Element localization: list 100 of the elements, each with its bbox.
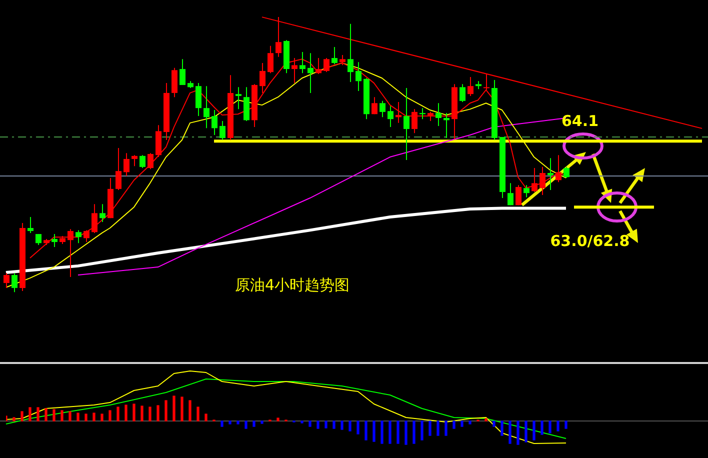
bar <box>300 420 304 424</box>
candlestick <box>268 45 274 74</box>
bar <box>364 420 368 440</box>
bar <box>236 420 240 424</box>
candlestick <box>212 110 218 136</box>
bar <box>244 420 248 429</box>
candlestick <box>468 76 474 96</box>
candlestick <box>300 51 306 74</box>
candlestick <box>348 23 354 82</box>
candlestick <box>380 100 386 118</box>
candlestick <box>220 120 226 140</box>
bar <box>548 420 552 434</box>
candlestick <box>564 166 570 178</box>
bar <box>492 420 496 427</box>
candlestick <box>420 108 426 120</box>
bar <box>324 420 328 428</box>
bar <box>380 420 384 444</box>
candlestick <box>140 154 146 169</box>
bar <box>44 408 48 422</box>
candlestick <box>412 108 418 134</box>
candlestick <box>372 96 378 115</box>
candlestick <box>156 124 162 158</box>
candlestick <box>260 62 266 94</box>
bar <box>436 420 440 436</box>
candlestick <box>548 158 554 191</box>
candlestick <box>180 58 186 86</box>
bar <box>404 420 408 445</box>
bar <box>116 406 120 422</box>
bar <box>172 396 176 422</box>
candlestick <box>4 272 10 288</box>
bar <box>228 420 232 424</box>
bar <box>532 420 536 440</box>
bar <box>484 418 488 422</box>
bar <box>372 420 376 442</box>
candlestick <box>556 154 562 183</box>
candlestick <box>196 82 202 117</box>
bar <box>84 414 88 422</box>
bar <box>204 414 208 422</box>
bar <box>28 407 32 422</box>
bar <box>508 420 512 444</box>
candlestick <box>84 230 90 243</box>
bar <box>396 420 400 444</box>
candlestick <box>100 204 106 222</box>
bar <box>276 418 280 422</box>
bar <box>468 420 472 424</box>
candlestick <box>460 84 466 103</box>
bar <box>108 410 112 422</box>
candlestick <box>124 152 130 177</box>
bar <box>316 420 320 429</box>
candlestick <box>172 67 178 98</box>
candlestick <box>12 272 18 293</box>
bar <box>452 420 456 429</box>
bar <box>388 420 392 444</box>
bar <box>460 420 464 427</box>
bar <box>332 420 336 429</box>
bar <box>252 420 256 427</box>
bar <box>428 420 432 436</box>
bar <box>420 420 424 440</box>
bar <box>164 400 168 422</box>
series-label: 63.0/62.8 <box>550 232 630 250</box>
bar <box>564 420 568 429</box>
candlestick <box>444 112 450 139</box>
bar <box>556 420 560 432</box>
text: 原油4小时趋势图 <box>235 276 350 295</box>
candlestick <box>92 204 98 234</box>
candlestick <box>116 147 122 191</box>
candlestick <box>516 184 522 206</box>
candlestick <box>36 234 42 246</box>
candlestick <box>132 154 138 167</box>
bar <box>36 407 40 422</box>
candlestick <box>332 46 338 65</box>
bar <box>52 409 56 422</box>
bar <box>188 400 192 422</box>
bar <box>348 420 352 432</box>
candlestick <box>540 166 546 196</box>
bar <box>140 406 144 422</box>
series-label: 64.1 <box>561 112 599 130</box>
candlestick <box>404 88 410 161</box>
bar <box>308 420 312 427</box>
candlestick <box>532 168 538 192</box>
candlestick <box>436 102 442 126</box>
bar <box>124 404 128 422</box>
candlestick <box>308 52 314 94</box>
candlestick <box>76 230 82 244</box>
bar <box>524 420 528 442</box>
candlestick <box>356 62 362 92</box>
bar <box>68 411 72 422</box>
bar <box>148 406 152 422</box>
bar <box>356 420 360 434</box>
candlestick <box>244 86 250 122</box>
bar <box>92 412 96 422</box>
bar <box>444 420 448 436</box>
bar <box>220 420 224 427</box>
candlestick <box>28 216 34 234</box>
candlestick <box>428 111 434 122</box>
candlestick <box>508 182 514 206</box>
candlestick <box>52 234 58 248</box>
bar <box>12 417 16 422</box>
bar <box>540 420 544 435</box>
candlestick <box>148 152 154 170</box>
